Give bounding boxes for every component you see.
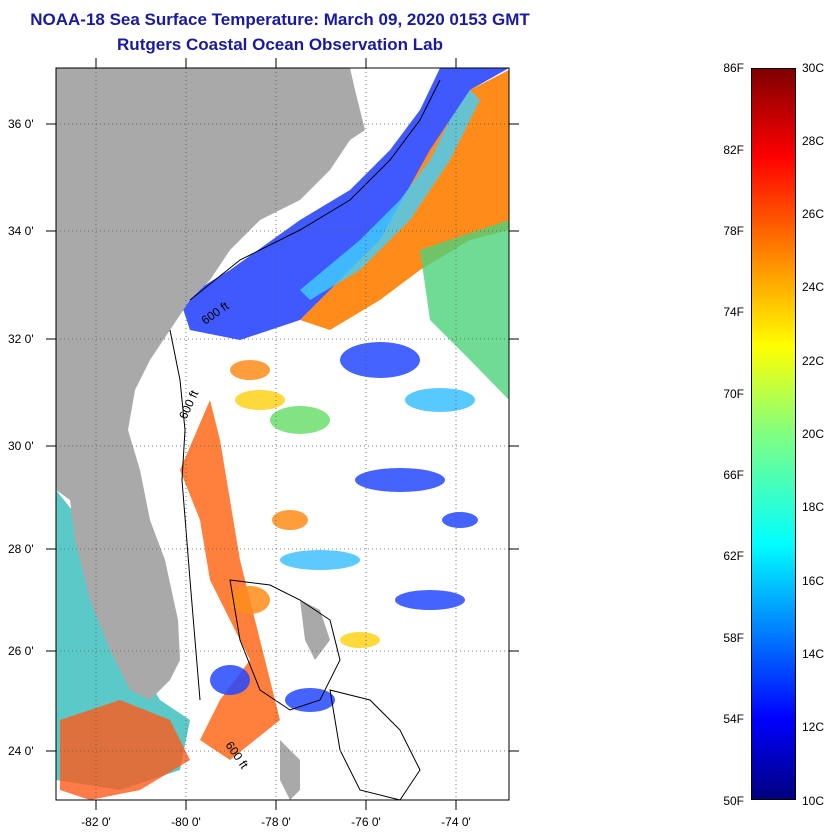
map-title: NOAA-18 Sea Surface Temperature: March 0… (30, 10, 530, 29)
lon-label: -74 0' (441, 815, 471, 829)
colorbar (751, 68, 796, 800)
colorbar-f-label: 82F (723, 143, 744, 157)
colorbar-f-label: 50F (723, 794, 744, 808)
colorbar-c-label: 20C (802, 427, 825, 441)
lon-label: -82 0' (81, 815, 111, 829)
depth-contour-line (169, 329, 201, 701)
andros-island (280, 740, 300, 800)
bahamas-land (300, 600, 330, 660)
bahamas-contour (329, 689, 421, 800)
colorbar-f-label: 86F (723, 61, 744, 75)
lat-label: 34 0' (8, 224, 34, 238)
lon-label: -80 0' (171, 815, 201, 829)
colorbar-f-label: 58F (723, 631, 744, 645)
colorbar-f-label: 54F (723, 712, 744, 726)
bahamas-contour (229, 579, 341, 711)
lon-label: -76 0' (351, 815, 381, 829)
colorbar-f-label: 70F (723, 387, 744, 401)
colorbar-c-label: 10C (802, 794, 825, 808)
lat-label: 28 0' (8, 542, 34, 556)
colorbar-c-label: 16C (802, 574, 825, 588)
colorbar-c-label: 30C (802, 61, 825, 75)
colorbar-c-label: 12C (802, 720, 825, 734)
colorbar-c-label: 28C (802, 134, 825, 148)
axis-ticks (46, 58, 519, 810)
map-subtitle: Rutgers Coastal Ocean Observation Lab (117, 35, 443, 54)
colorbar-c-label: 24C (802, 280, 825, 294)
colorbar-c-label: 14C (802, 647, 825, 661)
lat-label: 36 0' (8, 117, 34, 131)
sst-patches (210, 342, 478, 712)
keys-warm-water (60, 700, 190, 800)
lat-label: 24 0' (8, 744, 34, 758)
colorbar-f-label: 78F (723, 224, 744, 238)
ocean-cold-coastal-band (180, 68, 509, 340)
colorbar-c-label: 22C (802, 354, 825, 368)
colorbar-f-label: 62F (723, 549, 744, 563)
lat-label: 30 0' (8, 439, 34, 453)
depth-contour-line (189, 79, 441, 301)
colorbar-c-label: 18C (802, 500, 825, 514)
colorbar-f-label: 74F (723, 305, 744, 319)
ocean-cyan-band (300, 90, 480, 300)
lat-label: 26 0' (8, 644, 34, 658)
colorbar-c-label: 26C (802, 207, 825, 221)
lon-label: -78 0' (261, 815, 291, 829)
colorbar-f-label: 66F (723, 468, 744, 482)
map-frame (55, 67, 510, 801)
us-east-coast-land (56, 68, 365, 700)
ocean-green-region (420, 220, 509, 400)
lat-label: 32 0' (8, 332, 34, 346)
